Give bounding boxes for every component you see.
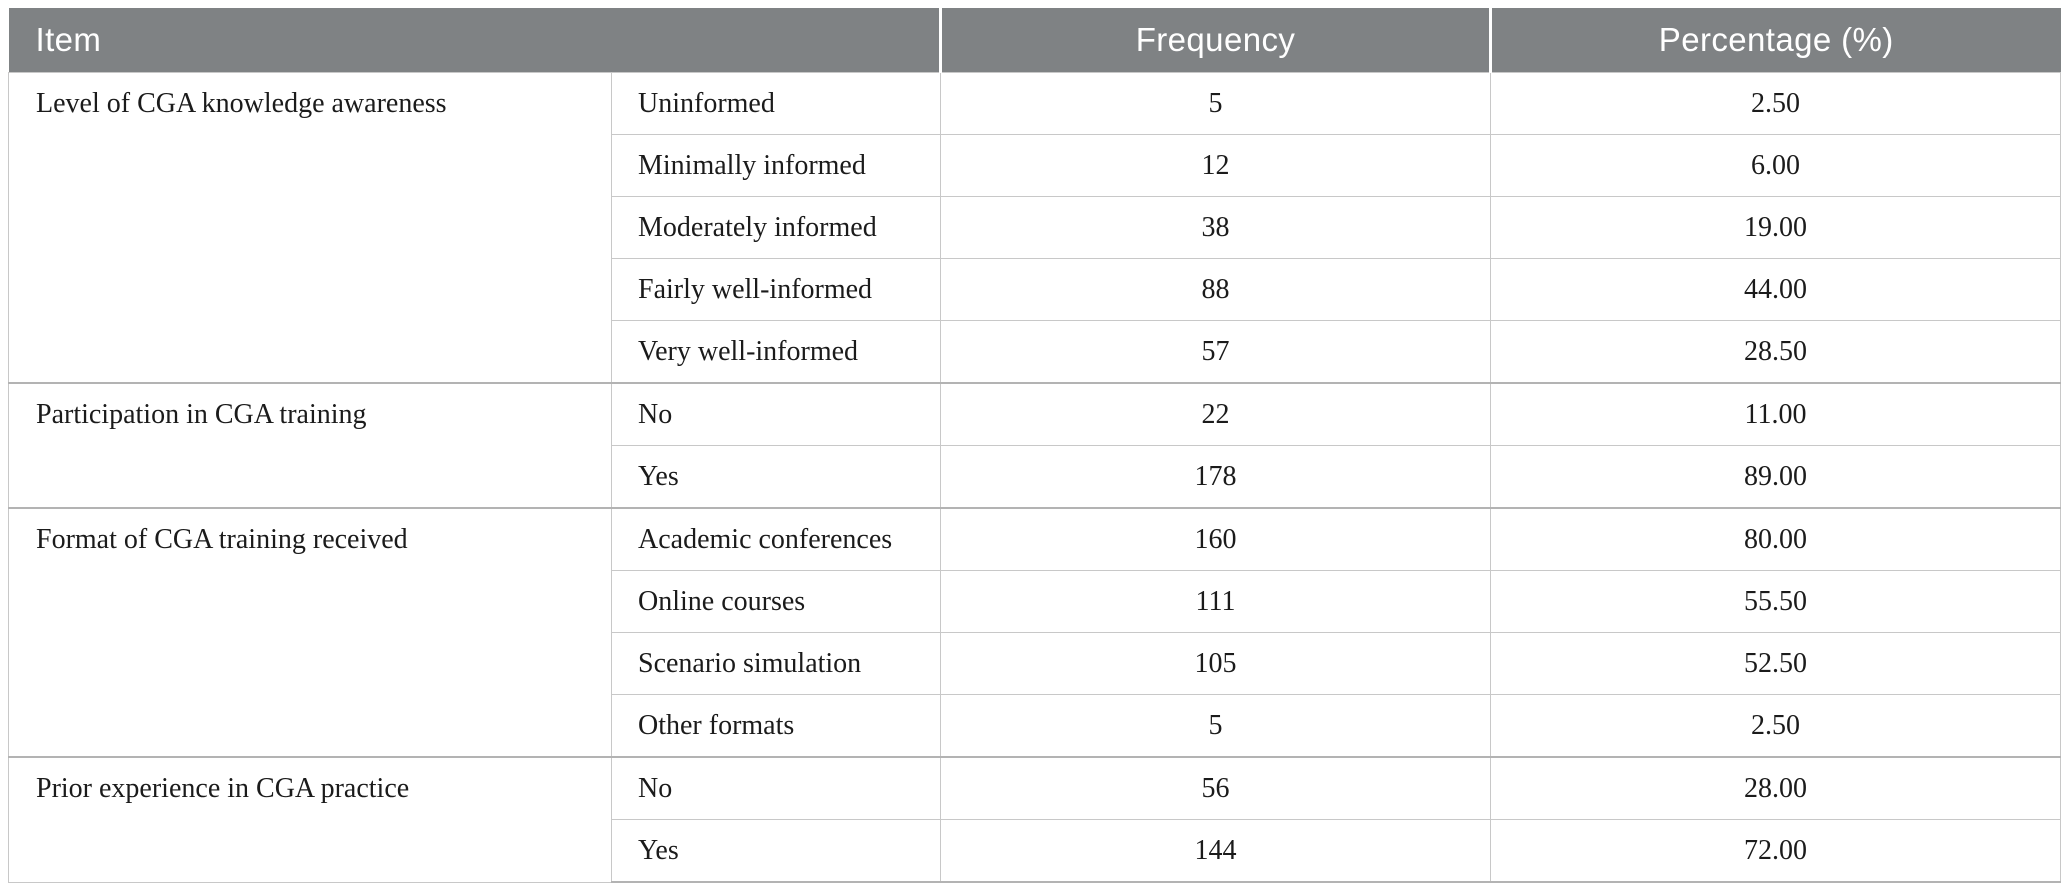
percentage-cell: 2.50	[1490, 694, 2061, 758]
percentage-cell: 28.00	[1490, 756, 2061, 820]
item-label: Participation in CGA training	[36, 398, 367, 430]
percentage-cell: 80.00	[1490, 507, 2061, 571]
frequency-cell: 12	[940, 134, 1491, 197]
survey-table: Item Frequency Percentage (%) Level of C…	[8, 8, 2061, 883]
header-cell-item: Item	[8, 8, 941, 73]
percentage-cell: 6.00	[1490, 134, 2061, 197]
frequency-cell: 22	[940, 382, 1491, 446]
sub-item-cell: Other formats	[611, 694, 941, 758]
table-row: Online courses 111 55.50	[9, 570, 2061, 633]
percentage-cell: 19.00	[1490, 196, 2061, 259]
frequency-cell: 144	[940, 819, 1491, 883]
item-cell: Level of CGA knowledge awareness	[8, 72, 612, 384]
percentage-cell: 52.50	[1490, 632, 2061, 695]
header-cell-percentage: Percentage (%)	[1489, 8, 2061, 73]
table-row: Prior experience in CGA practice No 56 2…	[8, 756, 2061, 883]
frequency-cell: 160	[940, 507, 1491, 571]
frequency-cell: 38	[940, 196, 1491, 259]
percentage-cell: 72.00	[1490, 819, 2061, 883]
table-body: Level of CGA knowledge awareness Uninfor…	[8, 72, 2061, 883]
sub-item-cell: No	[611, 756, 941, 820]
table-row: Format of CGA training received Academic…	[8, 507, 2061, 758]
table-row: Yes 144 72.00	[9, 819, 2061, 883]
percentage-cell: 11.00	[1490, 382, 2061, 446]
table-row: Other formats 5 2.50	[9, 694, 2061, 758]
table-row: Participation in CGA training No 22 11.0…	[8, 382, 2061, 509]
table-row: Moderately informed 38 19.00	[9, 196, 2061, 259]
frequency-cell: 105	[940, 632, 1491, 695]
item-label: Format of CGA training received	[36, 523, 408, 555]
sub-item-cell: No	[611, 382, 941, 446]
header-cell-frequency: Frequency	[939, 8, 1491, 73]
sub-item-cell: Fairly well-informed	[611, 258, 941, 321]
frequency-cell: 5	[940, 694, 1491, 758]
table-row: Very well-informed 57 28.50	[9, 320, 2061, 384]
item-cell: Format of CGA training received	[8, 507, 612, 758]
sub-item-cell: Moderately informed	[611, 196, 941, 259]
frequency-cell: 111	[940, 570, 1491, 633]
frequency-cell: 5	[940, 72, 1491, 135]
percentage-cell: 89.00	[1490, 445, 2061, 509]
percentage-cell: 2.50	[1490, 72, 2061, 135]
sub-item-cell: Online courses	[611, 570, 941, 633]
percentage-cell: 55.50	[1490, 570, 2061, 633]
sub-item-cell: Uninformed	[611, 72, 941, 135]
item-cell: Participation in CGA training	[8, 382, 612, 509]
sub-item-cell: Very well-informed	[611, 320, 941, 384]
table-header: Item Frequency Percentage (%)	[8, 8, 2061, 73]
table-row: Scenario simulation 105 52.50	[9, 632, 2061, 695]
survey-table-container: Item Frequency Percentage (%) Level of C…	[8, 8, 2061, 883]
sub-item-cell: Scenario simulation	[611, 632, 941, 695]
header-row: Item Frequency Percentage (%)	[8, 8, 2061, 73]
sub-item-cell: Minimally informed	[611, 134, 941, 197]
frequency-cell: 57	[940, 320, 1491, 384]
percentage-cell: 44.00	[1490, 258, 2061, 321]
frequency-cell: 88	[940, 258, 1491, 321]
table-row: Minimally informed 12 6.00	[9, 134, 2061, 197]
sub-item-cell: Yes	[611, 445, 941, 509]
item-cell: Prior experience in CGA practice	[8, 756, 612, 883]
table-row: Fairly well-informed 88 44.00	[9, 258, 2061, 321]
item-label: Prior experience in CGA practice	[36, 772, 410, 804]
frequency-cell: 56	[940, 756, 1491, 820]
item-label: Level of CGA knowledge awareness	[36, 87, 447, 119]
table-row: Level of CGA knowledge awareness Uninfor…	[8, 72, 2061, 384]
sub-item-cell: Academic conferences	[611, 507, 941, 571]
frequency-cell: 178	[940, 445, 1491, 509]
sub-item-cell: Yes	[611, 819, 941, 883]
percentage-cell: 28.50	[1490, 320, 2061, 384]
